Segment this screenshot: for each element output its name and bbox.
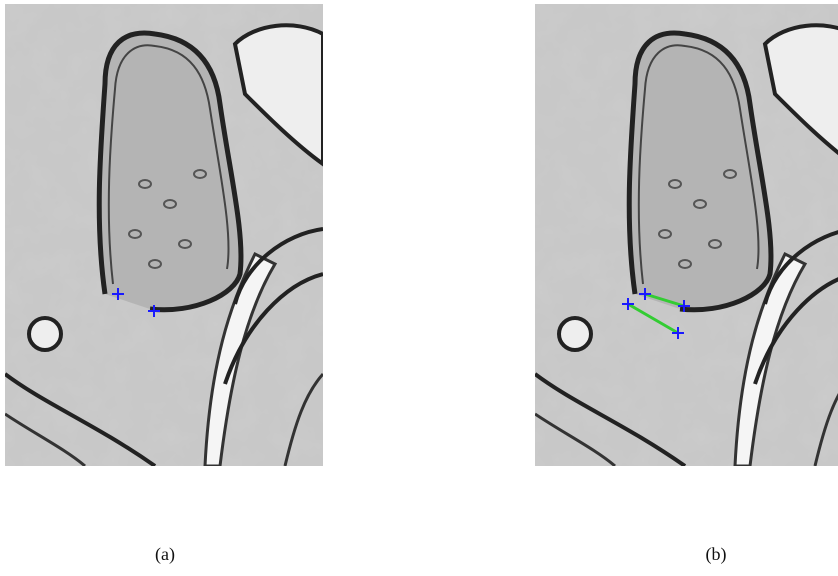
- figure: (a) (b): [0, 0, 838, 576]
- image-b: [535, 4, 838, 466]
- panel-label: (b): [686, 544, 746, 565]
- figure-images: [0, 0, 838, 576]
- panel-label: (a): [135, 544, 195, 565]
- image-a: [5, 4, 323, 466]
